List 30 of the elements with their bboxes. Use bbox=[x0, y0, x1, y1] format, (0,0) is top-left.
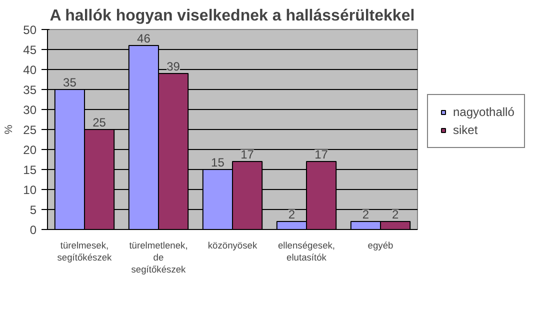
y-tick-label: 20 bbox=[23, 143, 37, 157]
x-tick-label: türelmesek, segítőkészek bbox=[57, 240, 112, 262]
data-label: 15 bbox=[211, 156, 225, 170]
data-label: 2 bbox=[392, 208, 399, 222]
legend-label: nagyothalló bbox=[453, 104, 514, 118]
data-label: 2 bbox=[362, 208, 370, 222]
y-tick-label: 5 bbox=[30, 203, 37, 217]
chart-title: A hallók hogyan viselkednek a hallássérültekkel bbox=[50, 8, 415, 24]
x-tick-label: közönyösek bbox=[208, 240, 258, 250]
data-label: 46 bbox=[137, 32, 151, 46]
x-tick-label: türelmetlenek, de segítőkészek bbox=[129, 240, 188, 274]
y-tick-label: 50 bbox=[23, 23, 37, 37]
x-tick-label: ellenségesek, elutasítók bbox=[278, 240, 336, 262]
data-label: 35 bbox=[63, 76, 77, 90]
data-label: 2 bbox=[288, 208, 296, 222]
y-tick-label: 10 bbox=[23, 183, 37, 197]
y-tick-label: 0 bbox=[30, 223, 37, 237]
y-tick-label: 35 bbox=[23, 83, 37, 97]
y-tick-label: 40 bbox=[23, 63, 37, 77]
x-tick-label: egyéb bbox=[368, 240, 394, 250]
data-label: 39 bbox=[166, 60, 180, 74]
y-tick-label: 25 bbox=[23, 123, 37, 137]
data-label: 25 bbox=[92, 116, 106, 130]
y-tick-label: 30 bbox=[23, 103, 37, 117]
data-label: 17 bbox=[314, 148, 328, 162]
y-axis-title: % bbox=[3, 124, 16, 134]
data-label: 17 bbox=[240, 148, 254, 162]
legend-label: siket bbox=[453, 122, 478, 136]
y-tick-label: 15 bbox=[23, 163, 37, 177]
y-tick-label: 45 bbox=[23, 43, 37, 57]
